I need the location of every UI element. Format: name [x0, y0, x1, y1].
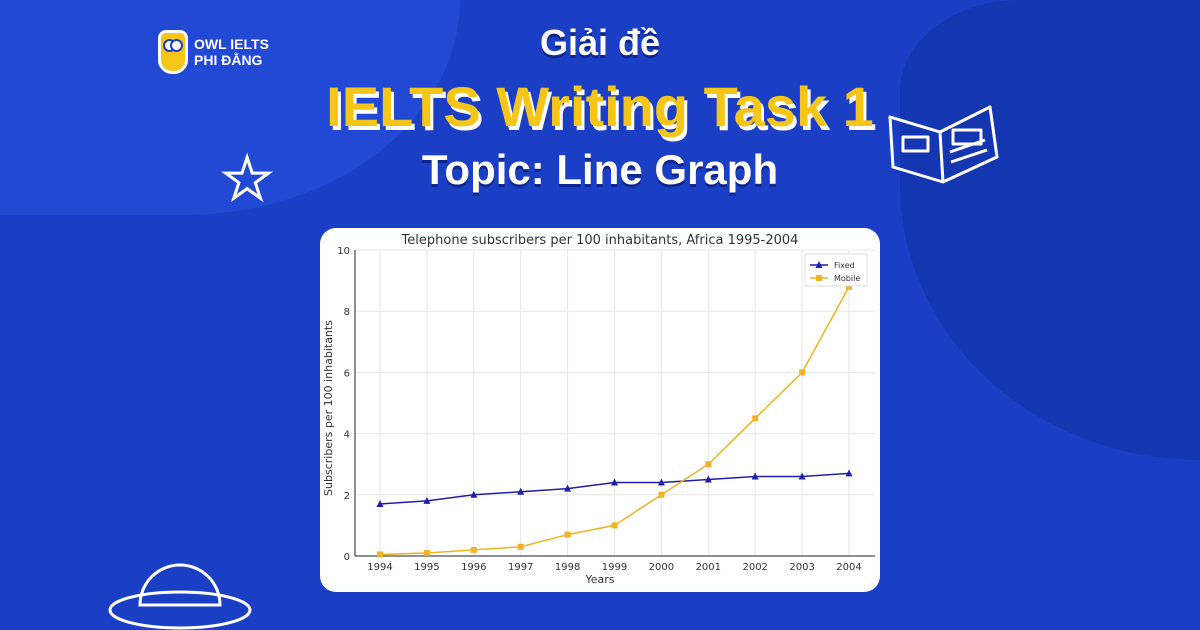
data-point-fixed [845, 469, 853, 477]
data-point-mobile [752, 415, 759, 422]
data-point-mobile [611, 522, 618, 529]
y-tick-label: 10 [337, 246, 350, 257]
data-point-mobile [470, 546, 477, 553]
x-tick-label: 2004 [836, 562, 861, 573]
x-tick-label: 2000 [649, 562, 674, 573]
y-tick-label: 2 [344, 491, 350, 502]
data-point-fixed [564, 484, 572, 492]
logo: OWL IELTS PHI ĐẰNG [158, 30, 269, 74]
data-point-fixed [657, 478, 665, 486]
x-tick-label: 1999 [602, 562, 627, 573]
legend-marker-mobile [816, 275, 822, 281]
star-icon: ★ [220, 147, 273, 212]
data-point-fixed [517, 487, 525, 495]
legend-box [804, 253, 868, 287]
data-point-fixed [611, 478, 618, 486]
x-tick-label: 2002 [742, 562, 767, 573]
data-point-mobile [517, 543, 524, 550]
legend-marker-fixed [815, 261, 823, 268]
data-point-mobile [846, 283, 852, 290]
data-point-mobile [564, 531, 571, 538]
x-tick-label: 1996 [461, 562, 486, 573]
header-topic: Topic: Line Graph [421, 146, 779, 193]
data-point-fixed [376, 499, 384, 507]
data-point-fixed [751, 472, 759, 480]
owl-logo-icon [158, 30, 188, 74]
data-point-mobile [799, 369, 806, 376]
background-shape [900, 0, 1200, 460]
y-tick-label: 6 [344, 368, 350, 379]
data-point-mobile [423, 549, 430, 556]
x-tick-label: 1994 [367, 562, 392, 573]
data-point-mobile [705, 461, 712, 468]
x-tick-label: 1995 [414, 562, 439, 573]
header-line1: Giải đề [539, 22, 661, 63]
logo-line1: OWL IELTS [194, 36, 269, 52]
x-tick-label: 2003 [789, 562, 814, 573]
y-tick-label: 0 [344, 552, 350, 563]
open-book-icon [888, 105, 999, 184]
x-tick-label: 1997 [508, 562, 533, 573]
x-tick-label: 2001 [696, 562, 721, 573]
legend-label-fixed: Fixed [834, 261, 855, 270]
y-tick-label: 4 [344, 430, 350, 441]
data-point-mobile [377, 551, 383, 558]
logo-line2: PHI ĐẰNG [194, 52, 263, 68]
chart-card: Telephone subscribers per 100 inhabitant… [320, 228, 880, 592]
header-title: IELTS Writing Task 1 [326, 75, 874, 138]
data-point-fixed [798, 472, 806, 480]
y-tick-label: 8 [344, 307, 350, 318]
data-point-fixed [704, 475, 712, 483]
y-axis-label: Subscribers per 100 inhabitants [322, 320, 335, 496]
line-chart: Telephone subscribers per 100 inhabitant… [322, 233, 875, 586]
data-point-mobile [658, 491, 665, 498]
data-point-fixed [423, 496, 431, 504]
planet-icon [108, 563, 252, 630]
x-axis-label: Years [584, 573, 614, 586]
data-point-fixed [470, 490, 478, 498]
legend-label-mobile: Mobile [834, 274, 860, 283]
chart-title: Telephone subscribers per 100 inhabitant… [401, 233, 799, 248]
x-tick-label: 1998 [555, 562, 580, 573]
